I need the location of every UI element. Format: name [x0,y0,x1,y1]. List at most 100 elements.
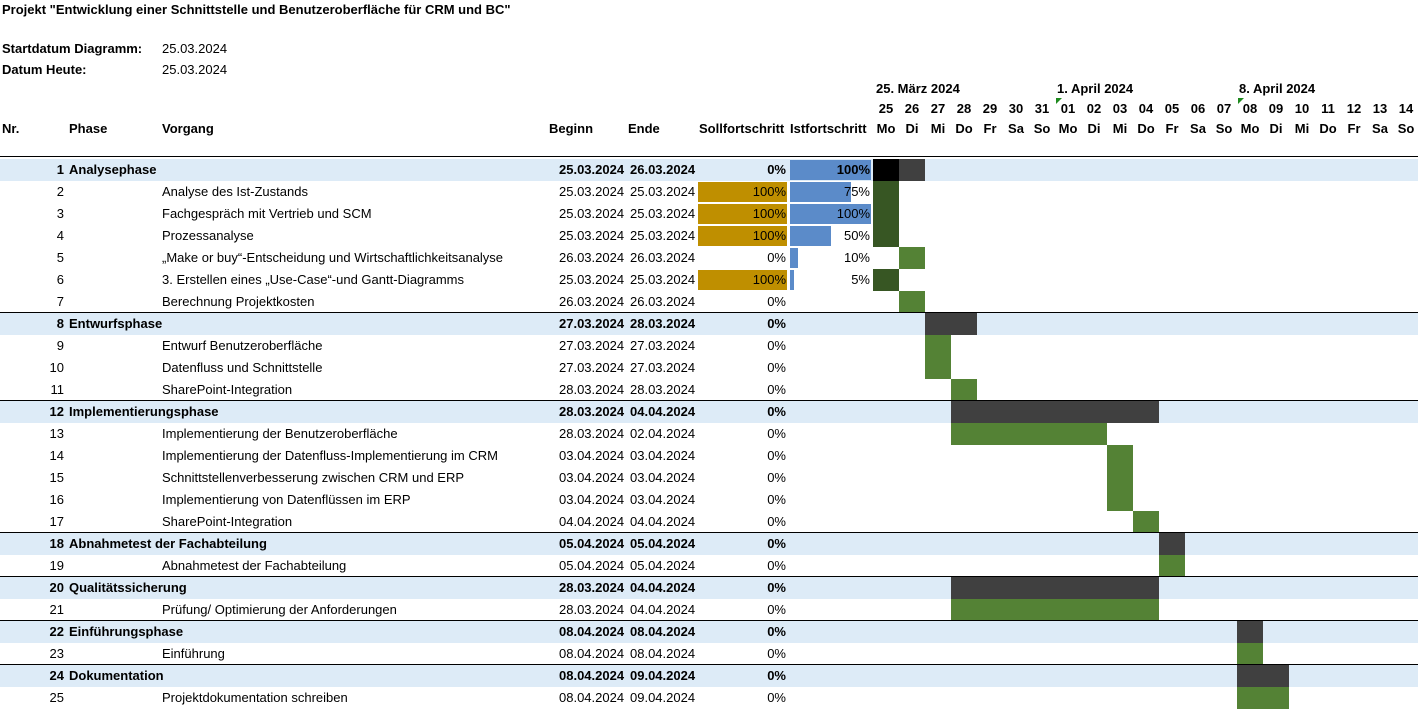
phase-separator [0,620,1418,621]
gantt-task-bar[interactable] [1107,489,1133,511]
planned-progress: 100% [698,182,787,202]
gantt-task-bar[interactable] [1159,555,1185,577]
gantt-phase-bar[interactable] [1159,533,1185,555]
planned-progress-value: 0% [767,470,786,485]
task-row[interactable]: 11 SharePoint-Integration 28.03.2024 28.03.… [0,379,1418,401]
row-number: 11 [50,382,65,397]
phase-row[interactable]: 1 Analysephase 25.03.2024 26.03.2024 0% 100% [0,159,1418,181]
task-name: Prozessanalyse [162,228,254,243]
gantt-task-bar[interactable] [873,203,899,225]
gantt-phase-bar[interactable] [1237,665,1289,687]
gantt-task-bar[interactable] [951,379,977,401]
planned-progress-value: 0% [767,426,786,441]
planned-progress-bar [698,270,787,290]
planned-progress: 0% [698,578,787,598]
task-row[interactable]: 10 Datenfluss und Schnittstelle 27.03.2024… [0,357,1418,379]
gantt-task-bar[interactable] [873,225,899,247]
planned-progress-value: 0% [767,536,786,551]
end-date: 04.04.2024 [630,404,696,419]
gantt-task-bar[interactable] [899,247,925,269]
header-sollfortschritt: Sollfortschritt [699,121,785,136]
task-row[interactable]: 6 3. Erstellen eines „Use-Case“-und Gantt… [0,269,1418,291]
phase-name: Entwurfsphase [69,316,163,331]
task-row[interactable]: 17 SharePoint-Integration 04.04.2024 04.04.… [0,511,1418,533]
task-row[interactable]: 5 „Make or buy“-Entscheidung und Wirtscha… [0,247,1418,269]
phase-row[interactable]: 24 Dokumentation 08.04.2024 09.04.2024 0% [0,665,1418,687]
task-row[interactable]: 23 Einführung 08.04.2024 08.04.2024 0% [0,643,1418,665]
actual-progress [790,600,871,620]
task-row[interactable]: 19 Abnahmetest der Fachabteilung 05.04.202… [0,555,1418,577]
gantt-task-bar[interactable] [1237,643,1263,665]
end-date: 25.03.2024 [630,184,696,199]
planned-progress: 0% [698,248,787,268]
phase-row[interactable]: 22 Einführungsphase 08.04.2024 08.04.2024 0% [0,621,1418,643]
task-row[interactable]: 2 Analyse des Ist-Zustands 25.03.2024 25.03… [0,181,1418,203]
gantt-task-bar[interactable] [925,335,951,357]
phase-row[interactable]: 20 Qualitätssicherung 28.03.2024 04.04.2024… [0,577,1418,599]
end-date: 27.03.2024 [630,338,696,353]
end-date: 04.04.2024 [630,580,696,595]
gantt-task-bar[interactable] [1107,445,1133,467]
task-row[interactable]: 14 Implementierung der Datenfluss-Impleme… [0,445,1418,467]
row-number: 21 [49,602,64,617]
gantt-task-bar[interactable] [1107,467,1133,489]
begin-date: 25.03.2024 [559,162,625,177]
actual-progress [790,424,871,444]
phase-row[interactable]: 18 Abnahmetest der Fachabteilung 05.04.202… [0,533,1418,555]
planned-progress-value: 100% [752,272,786,287]
gantt-phase-bar[interactable] [925,313,977,335]
task-row[interactable]: 15 Schnittstellenverbesserung zwischen CR… [0,467,1418,489]
day-name: Fr [983,121,997,136]
task-name: Abnahmetest der Fachabteilung [162,558,347,573]
planned-progress-value: 0% [767,624,786,639]
gantt-phase-bar[interactable] [951,401,1159,423]
planned-progress-value: 0% [767,294,786,309]
day-number: 26 [904,101,920,116]
actual-progress [790,380,871,400]
gantt-phase-bar[interactable] [1237,621,1263,643]
begin-date: 03.04.2024 [559,470,625,485]
planned-progress-bar [698,204,787,224]
task-row[interactable]: 4 Prozessanalyse 25.03.2024 25.03.2024 100% 5… [0,225,1418,247]
task-row[interactable]: 13 Implementierung der Benutzeroberfläche… [0,423,1418,445]
phase-separator [0,576,1418,577]
task-row[interactable]: 9 Entwurf Benutzeroberfläche 27.03.2024 27.… [0,335,1418,357]
task-row[interactable]: 21 Prüfung/ Optimierung der Anforderungen… [0,599,1418,621]
gantt-task-bar[interactable] [899,291,925,313]
header-vorgang: Vorgang [162,121,214,136]
gantt-task-bar[interactable] [873,269,899,291]
gantt-task-bar[interactable] [1133,511,1159,533]
today-date-value[interactable]: 25.03.2024 [162,62,228,77]
task-row[interactable]: 7 Berechnung Projektkosten 26.03.2024 26.03… [0,291,1418,313]
start-date-value[interactable]: 25.03.2024 [162,41,228,56]
actual-progress [790,358,871,378]
task-name: Entwurf Benutzeroberfläche [162,338,323,353]
task-row[interactable]: 25 Projektdokumentation schreiben 08.04.20… [0,687,1418,709]
planned-progress: 100% [698,204,787,224]
header-phase: Phase [69,121,108,136]
task-row[interactable]: 16 Implementierung von Datenflüssen im ER… [0,489,1418,511]
phase-row[interactable]: 8 Entwurfsphase 27.03.2024 28.03.2024 0% [0,313,1418,335]
phase-separator [0,664,1418,665]
begin-date: 05.04.2024 [559,536,625,551]
end-date: 08.04.2024 [630,646,696,661]
task-row[interactable]: 3 Fachgespräch mit Vertrieb und SCM 25.03.… [0,203,1418,225]
planned-progress: 0% [698,556,787,576]
gantt-task-bar[interactable] [951,599,1159,621]
gantt-task-bar[interactable] [873,181,899,203]
gantt-task-bar[interactable] [1237,687,1289,709]
planned-progress: 0% [698,644,787,664]
gantt-task-bar[interactable] [925,357,951,379]
actual-progress [790,292,871,312]
row-number: 8 [56,316,64,331]
phase-row[interactable]: 12 Implementierungsphase 28.03.2024 04.04.2… [0,401,1418,423]
day-name: Di [1087,121,1101,136]
gantt-task-bar[interactable] [951,423,1107,445]
planned-progress-bar [698,226,787,246]
actual-progress-bar [790,270,795,290]
actual-progress: 5% [790,270,871,290]
planned-progress: 100% [698,270,787,290]
day-number: 08 [1242,101,1258,116]
planned-progress: 0% [698,292,787,312]
gantt-phase-bar[interactable] [951,577,1159,599]
